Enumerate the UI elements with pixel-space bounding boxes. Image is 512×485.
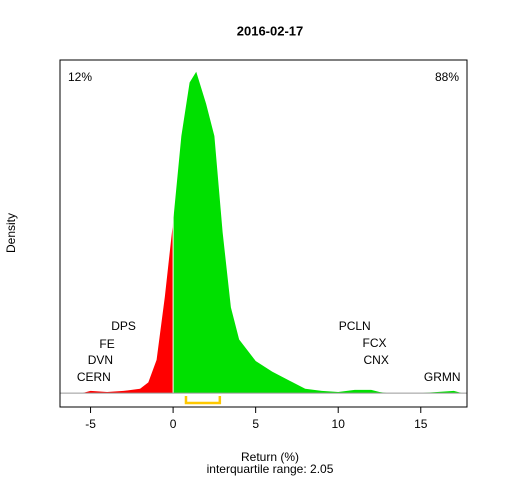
share-above: 88% <box>435 70 459 84</box>
x-tick-label: -5 <box>85 417 96 431</box>
subtitle: interquartile range: 2.05 <box>207 462 334 476</box>
ticker-label: FCX <box>363 336 387 350</box>
density-area-below <box>82 221 174 394</box>
x-axis-label: Return (%) <box>241 450 299 464</box>
iqr-bracket <box>184 396 222 405</box>
ticker-label: CNX <box>364 353 389 367</box>
chart-title: 2016-02-17 <box>237 23 304 38</box>
x-tick-label: 0 <box>170 417 177 431</box>
density-area-above <box>173 71 463 394</box>
ticker-label: DVN <box>88 353 113 367</box>
share-below: 12% <box>68 70 92 84</box>
x-tick-label: 15 <box>414 417 428 431</box>
ticker-label: FE <box>99 337 114 351</box>
ticker-label: GRMN <box>424 370 461 384</box>
ticker-label: DPS <box>111 319 136 333</box>
y-axis-label: Density <box>4 213 18 253</box>
x-tick-label: 10 <box>332 417 346 431</box>
ticker-label: CERN <box>77 370 111 384</box>
ticker-label: PCLN <box>339 319 371 333</box>
x-tick-label: 5 <box>252 417 259 431</box>
plot-frame <box>59 59 468 408</box>
